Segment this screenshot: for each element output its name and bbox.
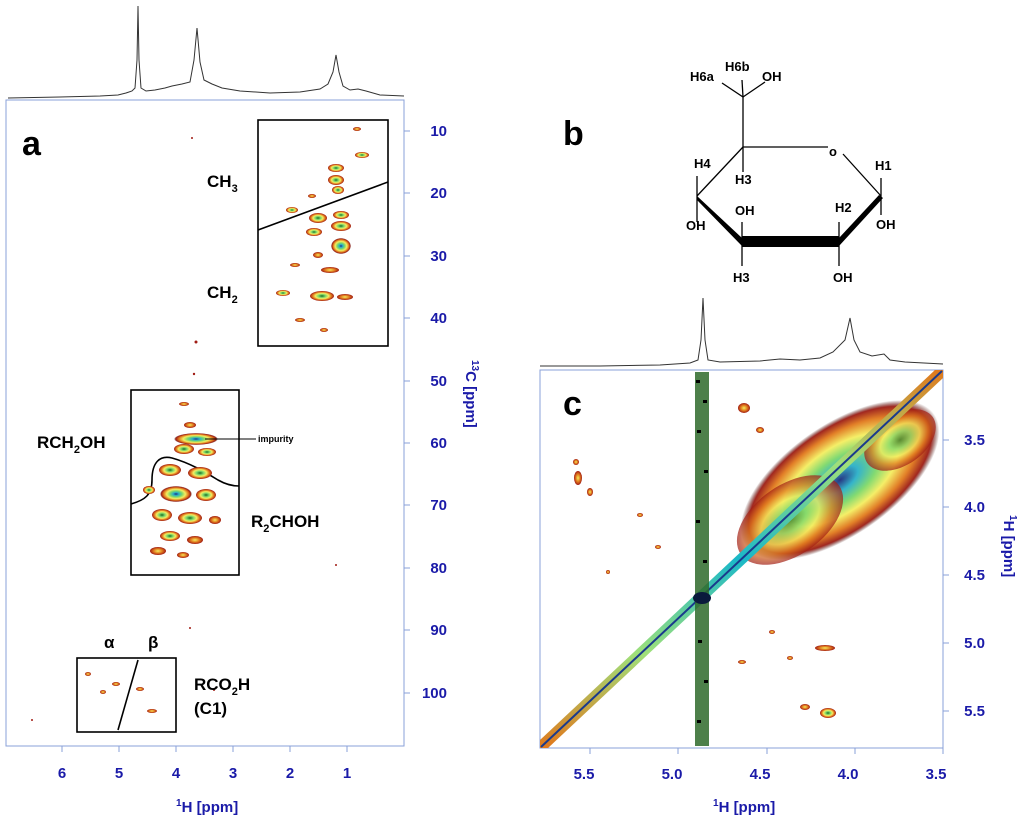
c-y-tick: 5.0 bbox=[964, 635, 985, 652]
ring-wedge-right bbox=[839, 195, 883, 246]
atom-h4: H4 bbox=[694, 156, 711, 171]
c-x-tick: 3.5 bbox=[926, 766, 947, 783]
a-x-tick: 4 bbox=[172, 765, 181, 782]
atom-h3-upper: H3 bbox=[735, 172, 752, 187]
panel-a-y-axis: 10 20 30 40 50 60 70 80 90 100 13C [ppm] bbox=[404, 123, 480, 702]
a-y-tick: 70 bbox=[430, 497, 447, 514]
atom-h1: H1 bbox=[875, 158, 892, 173]
ch3-ch2-divider bbox=[257, 181, 389, 231]
ch2-label: CH2 bbox=[207, 283, 238, 306]
ch3-label: CH3 bbox=[207, 172, 238, 195]
a-x-tick: 2 bbox=[286, 765, 294, 782]
a-x-tick: 3 bbox=[229, 765, 237, 782]
panel-a-noise bbox=[31, 137, 337, 721]
a-y-tick: 60 bbox=[430, 435, 447, 452]
a-y-tick: 10 bbox=[430, 123, 447, 140]
aliphatic-crosspeaks bbox=[276, 127, 369, 332]
panel-a-letter: a bbox=[22, 125, 42, 163]
aliphatic-region-box bbox=[257, 119, 389, 347]
rco2h-label: RCO2H bbox=[194, 675, 250, 698]
r2choh-label: R2CHOH bbox=[251, 512, 319, 535]
panel-a-frame bbox=[5, 99, 405, 747]
a-x-tick: 5 bbox=[115, 765, 123, 782]
panel-c-frame bbox=[539, 369, 944, 749]
panel-c-y-axis: 3.5 4.0 4.5 5.0 5.5 1H [ppm] bbox=[943, 432, 1018, 720]
a-x-tick: 1 bbox=[343, 765, 351, 782]
a-x-tick: 6 bbox=[58, 765, 66, 782]
c-x-tick: 5.0 bbox=[662, 766, 683, 783]
panel-c-1h-projection bbox=[540, 297, 944, 367]
atom-oh3: OH bbox=[735, 203, 755, 218]
atom-oh6: OH bbox=[762, 69, 782, 84]
a-y-tick: 80 bbox=[430, 560, 447, 577]
atom-h2: H2 bbox=[835, 200, 852, 215]
a-x-axis-title: 1H [ppm] bbox=[176, 798, 238, 816]
panel-b-glucose-structure: b H6a H6b OH o H4 H3 H1 OH H2 bbox=[563, 59, 896, 285]
a-y-tick: 20 bbox=[430, 185, 447, 202]
alpha-label: α bbox=[104, 633, 115, 652]
alpha-beta-divider bbox=[117, 659, 139, 731]
c-y-tick: 4.0 bbox=[964, 499, 985, 516]
c-x-tick: 4.5 bbox=[750, 766, 771, 783]
beta-label: β bbox=[148, 633, 158, 652]
c-x-tick: 4.0 bbox=[838, 766, 859, 783]
a-y-tick: 100 bbox=[422, 685, 447, 702]
panel-c-x-axis: 5.5 5.0 4.5 4.0 3.5 1H [ppm] bbox=[574, 748, 947, 816]
panel-a: a bbox=[5, 5, 480, 816]
atom-oh2: OH bbox=[833, 270, 853, 285]
a-y-tick: 90 bbox=[430, 622, 447, 639]
atom-h6b: H6b bbox=[725, 59, 750, 74]
panel-c: c 5.5 5.0 4.5 4.0 3.5 1H [ppm] 3.5 4.0 bbox=[539, 297, 1018, 816]
c-x-axis-title: 1H [ppm] bbox=[713, 798, 775, 816]
c-x-tick: 5.5 bbox=[574, 766, 595, 783]
c-y-tick: 3.5 bbox=[964, 432, 985, 449]
atom-oh1: OH bbox=[876, 217, 896, 232]
solvent-stripe-speckle bbox=[696, 380, 708, 723]
anomeric-crosspeaks bbox=[85, 672, 157, 713]
a-y-tick: 50 bbox=[430, 373, 447, 390]
atom-oh4: OH bbox=[686, 218, 706, 233]
atom-ring-o: o bbox=[829, 144, 837, 159]
ring-wedge-bottom bbox=[742, 236, 839, 247]
c-y-tick: 5.5 bbox=[964, 703, 985, 720]
panel-a-1h-projection bbox=[7, 5, 405, 99]
panel-b-letter: b bbox=[563, 115, 584, 153]
impurity-label: impurity bbox=[258, 434, 294, 444]
atom-h6a: H6a bbox=[690, 69, 715, 84]
anomeric-region-box bbox=[76, 657, 177, 733]
carbohydrate-crosspeaks bbox=[143, 402, 221, 558]
c1-label: (C1) bbox=[194, 699, 227, 718]
a-y-tick: 30 bbox=[430, 248, 447, 265]
cosy-spectrum bbox=[540, 370, 943, 748]
a-y-tick: 40 bbox=[430, 310, 447, 327]
rch2oh-label: RCH2OH bbox=[37, 433, 105, 456]
solvent-stripe bbox=[695, 372, 709, 746]
a-y-axis-title: 13C [ppm] bbox=[462, 360, 480, 428]
carbohydrate-region-box bbox=[130, 389, 240, 576]
c-y-tick: 4.5 bbox=[964, 567, 985, 584]
c-y-axis-title: 1H [ppm] bbox=[1000, 515, 1018, 577]
panel-a-x-axis: 6 5 4 3 2 1 1H [ppm] bbox=[6, 745, 404, 816]
ring-wedge-left bbox=[697, 196, 742, 246]
atom-h3-lower: H3 bbox=[733, 270, 750, 285]
panel-c-letter: c bbox=[563, 385, 582, 423]
